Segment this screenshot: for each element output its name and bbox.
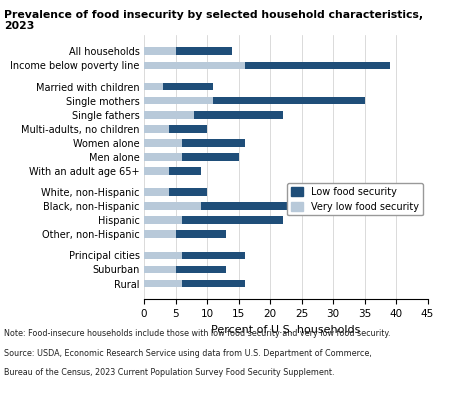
Bar: [245, 61, 390, 69]
Bar: [144, 97, 364, 104]
Bar: [144, 216, 283, 224]
Bar: [144, 153, 238, 161]
Bar: [169, 188, 207, 196]
Bar: [144, 61, 390, 69]
Bar: [144, 230, 226, 238]
Legend: Low food security, Very low food security: Low food security, Very low food securit…: [288, 183, 423, 216]
Bar: [169, 125, 207, 133]
Bar: [176, 230, 226, 238]
Bar: [201, 202, 289, 210]
Bar: [144, 139, 245, 147]
X-axis label: Percent of U.S. households: Percent of U.S. households: [211, 325, 360, 335]
Bar: [194, 111, 283, 119]
Bar: [144, 111, 283, 119]
Bar: [144, 251, 245, 259]
Text: Bureau of the Census, 2023 Current Population Survey Food Security Supplement.: Bureau of the Census, 2023 Current Popul…: [4, 368, 335, 377]
Bar: [182, 280, 245, 288]
Bar: [144, 202, 289, 210]
Bar: [144, 266, 226, 273]
Bar: [182, 153, 238, 161]
Bar: [144, 83, 213, 90]
Bar: [163, 83, 213, 90]
Bar: [144, 125, 207, 133]
Bar: [144, 280, 245, 288]
Bar: [144, 167, 201, 175]
Bar: [213, 97, 364, 104]
Text: Prevalence of food insecurity by selected household characteristics, 2023: Prevalence of food insecurity by selecte…: [4, 10, 423, 32]
Bar: [176, 266, 226, 273]
Text: Source: USDA, Economic Research Service using data from U.S. Department of Comme: Source: USDA, Economic Research Service …: [4, 349, 372, 358]
Bar: [182, 216, 283, 224]
Bar: [182, 251, 245, 259]
Bar: [144, 188, 207, 196]
Bar: [144, 47, 232, 55]
Bar: [176, 47, 232, 55]
Bar: [169, 167, 201, 175]
Bar: [182, 139, 245, 147]
Text: Note: Food-insecure households include those with low food security and very low: Note: Food-insecure households include t…: [4, 329, 391, 338]
